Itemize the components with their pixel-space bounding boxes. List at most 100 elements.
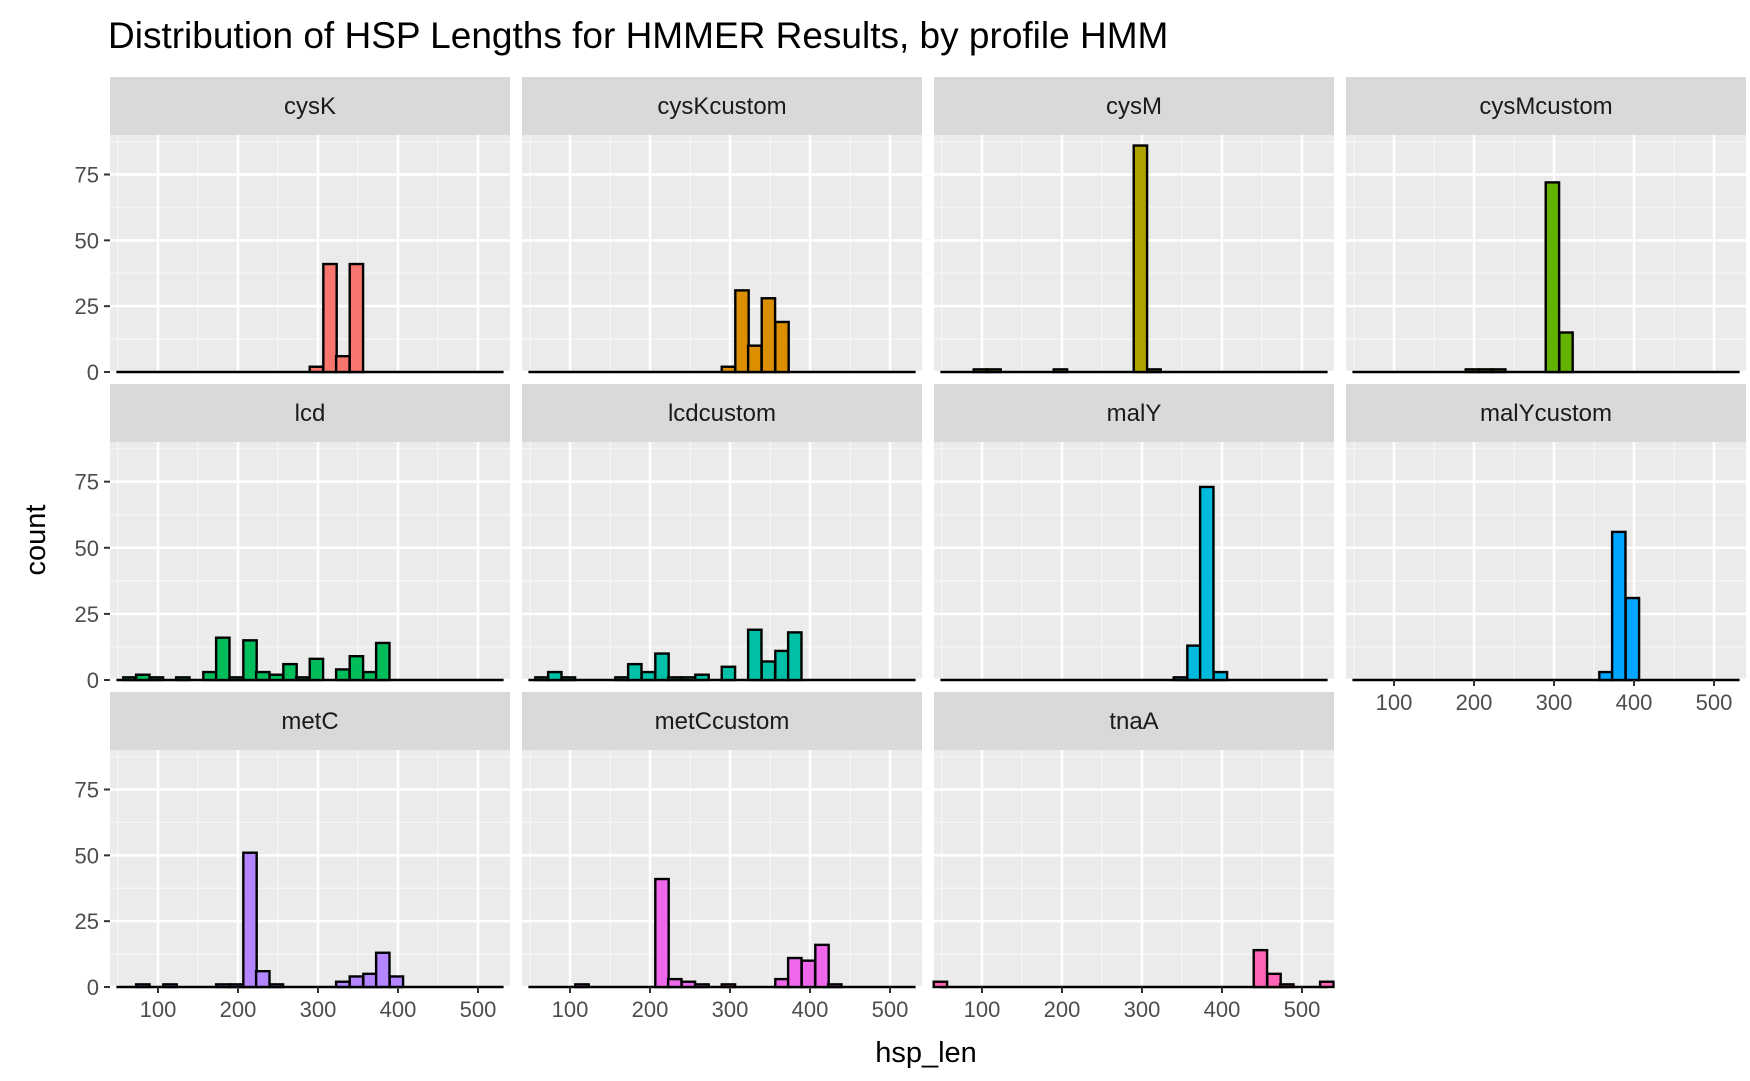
histogram-bar: [932, 980, 949, 989]
facet-panel-cysKcustom: cysKcustom: [522, 77, 922, 374]
facet-panel-malY: malY: [934, 384, 1334, 682]
facet-strip-label: malYcustom: [1480, 400, 1612, 427]
panel-background: [522, 442, 922, 680]
facet-strip-label: cysKcustom: [657, 93, 786, 120]
x-tick-label: 200: [220, 997, 257, 1022]
histogram-bar: [362, 972, 378, 989]
histogram-bar: [720, 665, 737, 682]
facet-panel-lcd: lcd 0 25 50 75: [75, 384, 510, 693]
histogram-bar: [388, 975, 405, 989]
histogram-bar: [268, 983, 285, 989]
facet-strip-label: cysMcustom: [1479, 93, 1612, 120]
facet-panel-cysMcustom: cysMcustom: [1346, 77, 1746, 374]
histogram-bar: [348, 655, 365, 682]
histogram-bar: [774, 649, 790, 682]
x-tick-label: 400: [1616, 690, 1653, 715]
histogram-bar: [574, 983, 590, 989]
histogram-bar: [1198, 485, 1215, 682]
panel-background: [110, 442, 510, 680]
histogram-bar: [654, 652, 670, 682]
histogram-bar: [228, 676, 245, 682]
x-tick-label: 400: [380, 997, 417, 1022]
histogram-bar: [746, 628, 763, 682]
facet-strip-label: malY: [1107, 400, 1162, 427]
x-tick-label: 400: [792, 997, 829, 1022]
histogram-bar: [334, 980, 351, 989]
histogram-bar: [1266, 972, 1282, 989]
panel-background: [110, 750, 510, 987]
histogram-bar: [1146, 368, 1162, 374]
y-tick-label: 25: [75, 602, 99, 627]
x-tick-label: 100: [1376, 690, 1413, 715]
histogram-bar: [694, 983, 710, 989]
histogram-bar: [214, 983, 231, 989]
x-tick-label: 500: [872, 997, 909, 1022]
histogram-bar: [1464, 368, 1481, 374]
histogram-bar: [786, 956, 803, 989]
histogram-bar: [640, 670, 657, 682]
histogram-bar: [1186, 644, 1202, 682]
histogram-bar: [720, 983, 737, 989]
panel-background: [110, 135, 510, 372]
facet-strip: [1346, 384, 1746, 442]
histogram-bar: [826, 983, 843, 989]
histogram-bar: [228, 983, 245, 989]
histogram-bar: [720, 365, 737, 374]
histogram-bar: [546, 670, 563, 682]
facet-panel-cysK: cysK 0 25 50 75: [75, 77, 510, 385]
facet-strip: [110, 384, 510, 442]
histogram-bar: [282, 662, 298, 682]
y-tick-label: 0: [87, 975, 99, 1000]
histogram-bar: [254, 970, 271, 989]
facet-panel-metCcustom: metCcustom 100 200 300 400 500: [522, 692, 922, 1022]
chart-title: Distribution of HSP Lengths for HMMER Re…: [108, 15, 1168, 56]
y-tick-label: 75: [75, 163, 99, 188]
facet-panels: cysK 0 25 50 75 cysKcustom cysM cysMcustom lcd 0 2…: [75, 77, 1746, 1022]
facet-panel-tnaA: tnaA 100 200 300 400 500: [932, 692, 1335, 1022]
facet-strip: [522, 77, 922, 135]
histogram-bar: [814, 943, 830, 989]
facet-strip: [110, 692, 510, 750]
histogram-bar: [680, 980, 697, 989]
y-tick-label: 50: [75, 536, 99, 561]
facet-strip-label: metCcustom: [655, 708, 790, 735]
histogram-bar: [334, 355, 351, 374]
histogram-bar: [334, 668, 351, 682]
facet-panel-lcdcustom: lcdcustom: [522, 384, 922, 682]
y-axis-title: count: [20, 505, 52, 576]
facet-panel-malYcustom: malYcustom 100 200 300 400 500: [1346, 384, 1746, 715]
y-tick-label: 75: [75, 778, 99, 803]
histogram-bar: [374, 951, 391, 989]
facet-strip-label: cysM: [1106, 93, 1162, 120]
facet-strip: [934, 692, 1334, 750]
x-tick-label: 200: [1044, 997, 1081, 1022]
y-tick-label: 50: [75, 843, 99, 868]
facet-strip-label: lcd: [295, 400, 326, 427]
histogram-bar: [308, 657, 325, 682]
y-tick-label: 0: [87, 668, 99, 693]
histogram-bar: [680, 676, 697, 682]
y-tick-label: 0: [87, 360, 99, 385]
facet-strip: [934, 384, 1334, 442]
x-tick-label: 300: [300, 997, 337, 1022]
histogram-bar: [986, 368, 1002, 374]
histogram-bar: [1624, 596, 1641, 682]
histogram-bar: [972, 368, 989, 374]
histogram-bar: [134, 983, 151, 989]
histogram-bar: [1610, 530, 1627, 682]
histogram-bar: [134, 673, 151, 682]
facet-strip-label: tnaA: [1109, 708, 1158, 735]
y-tick-label: 25: [75, 909, 99, 934]
x-tick-label: 100: [140, 997, 177, 1022]
histogram-bar: [694, 673, 710, 682]
y-tick-label: 25: [75, 294, 99, 319]
x-axis-title: hsp_len: [875, 1037, 977, 1069]
histogram-bar: [374, 641, 391, 682]
x-tick-label: 500: [1284, 997, 1321, 1022]
histogram-bar: [1252, 948, 1269, 989]
histogram-bar: [1478, 368, 1494, 374]
y-tick-label: 50: [75, 228, 99, 253]
facet-strip-label: metC: [281, 708, 338, 735]
facet-strip-label: lcdcustom: [668, 400, 776, 427]
